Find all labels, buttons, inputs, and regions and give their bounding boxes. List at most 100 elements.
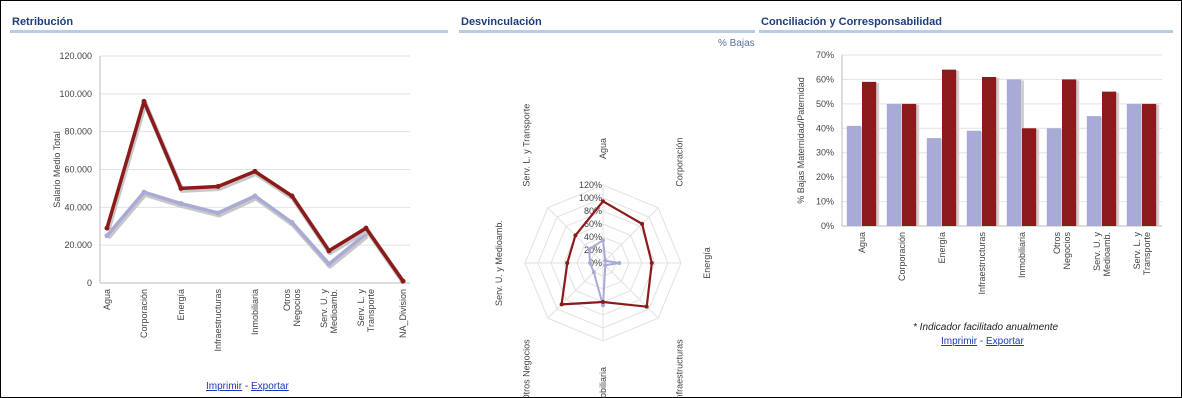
bar xyxy=(1006,79,1021,226)
annual-indicator-note: * Indicador facilitado anualmente xyxy=(913,322,1059,333)
radar-axis-label: Inmobiliaria xyxy=(598,367,608,398)
y-tick-label: 0 xyxy=(87,278,92,288)
series-line xyxy=(105,190,368,266)
svg-text:Otros: Otros xyxy=(282,289,292,312)
svg-text:Corporación: Corporación xyxy=(897,232,907,281)
x-tick-label: Energía xyxy=(176,289,186,321)
export-link[interactable]: Exportar xyxy=(251,381,289,392)
y-axis-title: Salario Medio Total xyxy=(52,131,62,207)
bar xyxy=(1046,128,1061,226)
radar-point xyxy=(601,300,605,304)
radar-axis-label: Serv. L. y Transporte xyxy=(522,104,532,187)
radar-tick-label: 0% xyxy=(589,258,602,268)
x-tick-label: Serv. L. y Transporte xyxy=(1132,232,1152,276)
data-point xyxy=(141,98,147,104)
data-point xyxy=(252,168,258,174)
radar-point xyxy=(644,304,649,309)
radar-point xyxy=(603,263,608,268)
radar-point xyxy=(591,270,596,275)
data-point xyxy=(178,185,184,191)
conciliacion-links: Imprimir - Exportar xyxy=(941,336,1024,347)
radar-point xyxy=(649,261,654,265)
bar xyxy=(902,103,917,226)
svg-text:Serv. U. y: Serv. U. y xyxy=(1092,232,1102,271)
x-tick-label: Serv. L. y Transporte xyxy=(356,289,376,333)
svg-text:Infraestructuras: Infraestructuras xyxy=(977,232,987,295)
data-point xyxy=(252,193,258,199)
radar-axis-label: Energía xyxy=(702,247,712,279)
radar-point xyxy=(573,233,578,238)
svg-text:Agua: Agua xyxy=(598,138,608,159)
y-tick-label: 40% xyxy=(816,123,834,133)
print-link[interactable]: Imprimir xyxy=(206,381,243,392)
svg-text:NA_Division: NA_Division xyxy=(398,289,408,338)
y-tick-label: 60% xyxy=(816,74,834,84)
radar-point xyxy=(559,302,564,307)
y-tick-label: 50% xyxy=(816,99,834,109)
data-point xyxy=(178,201,184,207)
radar-axis-label: Agua xyxy=(598,138,608,159)
bar xyxy=(1102,91,1117,227)
svg-text:Transporte: Transporte xyxy=(366,289,376,332)
data-point xyxy=(400,278,406,284)
radar-tick-label: 60% xyxy=(584,219,602,229)
export-link[interactable]: Exportar xyxy=(986,336,1024,347)
svg-text:Transporte: Transporte xyxy=(1142,232,1152,275)
y-tick-label: 60.000 xyxy=(64,165,92,175)
x-tick-label: Agua xyxy=(102,289,112,310)
x-tick-label: Infraestructuras xyxy=(977,232,987,295)
x-tick-label: Serv. U. y Medioamb. xyxy=(319,289,339,334)
radar-legend: % Bajas xyxy=(718,38,755,49)
svg-text:Medioamb.: Medioamb. xyxy=(1102,232,1112,277)
desvinculacion-title-bar xyxy=(459,30,755,33)
print-link[interactable]: Imprimir xyxy=(941,336,978,347)
radar-tick-label: 80% xyxy=(584,206,602,216)
bar xyxy=(862,81,877,226)
y-tick-label: 120.000 xyxy=(59,51,92,61)
bar xyxy=(846,125,861,226)
y-tick-label: 20.000 xyxy=(64,240,92,250)
conciliacion-title-bar xyxy=(759,30,1173,33)
radar-spoke xyxy=(602,207,659,264)
bajas-radar-chart: 0% 20% 40% 60% 80% 100% 120% Agua Corporación Ene… xyxy=(494,104,712,398)
data-point xyxy=(104,225,110,231)
data-point xyxy=(104,233,110,239)
x-tick-label: Corporación xyxy=(897,232,907,281)
svg-text:Energía: Energía xyxy=(937,232,947,264)
bar xyxy=(1022,128,1037,226)
svg-text:Negocios: Negocios xyxy=(1062,232,1072,270)
data-point xyxy=(215,210,221,216)
svg-text:Agua: Agua xyxy=(102,289,112,310)
data-point xyxy=(289,193,295,199)
retribucion-title-bar xyxy=(10,30,448,33)
svg-text:Energía: Energía xyxy=(702,247,712,279)
y-axis-title: % Bajas Maternidad/Paternidad xyxy=(796,77,806,204)
radar-point xyxy=(587,247,592,252)
svg-text:Corporación: Corporación xyxy=(139,289,149,338)
svg-text:Otros: Otros xyxy=(1052,232,1062,255)
radar-tick-label: 100% xyxy=(579,193,602,203)
data-point xyxy=(215,184,221,190)
radar-point xyxy=(617,261,622,265)
bar xyxy=(1062,79,1077,226)
svg-text:Serv. U. y Medioamb.: Serv. U. y Medioamb. xyxy=(494,220,504,306)
svg-text:Inmobiliaria: Inmobiliaria xyxy=(1017,232,1027,278)
retribucion-title: Retribución xyxy=(12,16,74,28)
radar-tick-label: 20% xyxy=(584,245,602,255)
y-tick-label: 100.000 xyxy=(59,89,92,99)
radar-point xyxy=(601,303,605,308)
y-tick-label: 70% xyxy=(816,50,834,60)
x-tick-label: Otros Negocios xyxy=(1052,232,1072,270)
svg-text:Inmobiliaria: Inmobiliaria xyxy=(598,367,608,398)
data-point xyxy=(326,248,332,254)
svg-text:Serv. L. y: Serv. L. y xyxy=(1132,232,1142,270)
svg-text:Serv. U. y: Serv. U. y xyxy=(319,289,329,328)
radar-point xyxy=(588,261,592,265)
y-tick-label: 80.000 xyxy=(64,127,92,137)
retribucion-links: Imprimir - Exportar xyxy=(206,381,289,392)
radar-tick-label: 120% xyxy=(579,180,602,190)
radar-point xyxy=(640,221,645,226)
data-point xyxy=(141,189,147,195)
svg-text:Energía: Energía xyxy=(176,289,186,321)
